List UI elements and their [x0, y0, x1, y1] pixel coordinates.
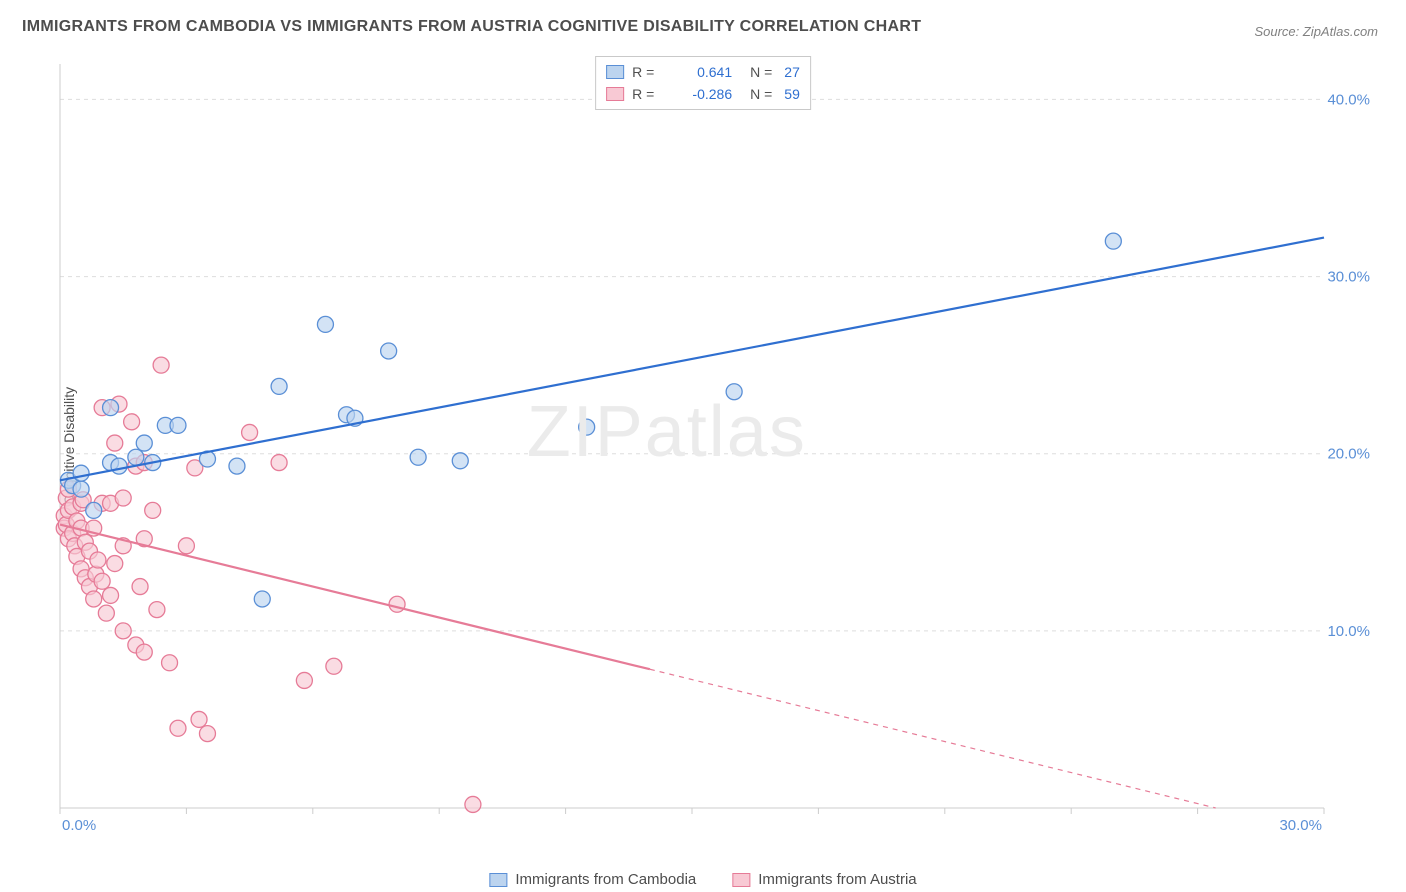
- y-tick-label: 40.0%: [1327, 91, 1370, 108]
- legend-series-item: Immigrants from Austria: [732, 871, 916, 888]
- legend-stat-row: R = -0.286 N = 59: [606, 83, 800, 105]
- legend-swatch: [489, 873, 507, 887]
- source-label: Source: ZipAtlas.com: [1254, 24, 1378, 39]
- legend-swatch: [732, 873, 750, 887]
- legend-n-value: 59: [784, 86, 800, 102]
- x-tick-label: 30.0%: [1279, 817, 1322, 834]
- chart-title: IMMIGRANTS FROM CAMBODIA VS IMMIGRANTS F…: [22, 18, 921, 36]
- legend-stat-row: R = 0.641 N = 27: [606, 61, 800, 83]
- legend-r-label: R =: [632, 86, 666, 102]
- legend-r-value: 0.641: [674, 64, 732, 80]
- legend-series: Immigrants from Cambodia Immigrants from …: [489, 871, 916, 888]
- legend-n-label: N =: [750, 86, 772, 102]
- legend-r-value: -0.286: [674, 86, 732, 102]
- legend-series-label: Immigrants from Cambodia: [515, 871, 696, 888]
- legend-series-label: Immigrants from Austria: [758, 871, 916, 888]
- legend-r-label: R =: [632, 64, 666, 80]
- legend-stats: R = 0.641 N = 27 R = -0.286 N = 59: [595, 56, 811, 110]
- legend-n-label: N =: [750, 64, 772, 80]
- scatter-plot: 10.0%20.0%30.0%40.0%0.0%30.0% ZIPatlas: [50, 52, 1380, 842]
- y-tick-label: 10.0%: [1327, 623, 1370, 640]
- legend-swatch: [606, 65, 624, 79]
- legend-n-value: 27: [784, 64, 800, 80]
- legend-series-item: Immigrants from Cambodia: [489, 871, 696, 888]
- legend-swatch: [606, 87, 624, 101]
- x-tick-label: 0.0%: [62, 817, 96, 834]
- y-tick-label: 30.0%: [1327, 269, 1370, 286]
- y-tick-label: 20.0%: [1327, 446, 1370, 463]
- plot-svg: 10.0% 20.0% 30.0% 40.0% 0.0% 30.0%: [50, 52, 1380, 842]
